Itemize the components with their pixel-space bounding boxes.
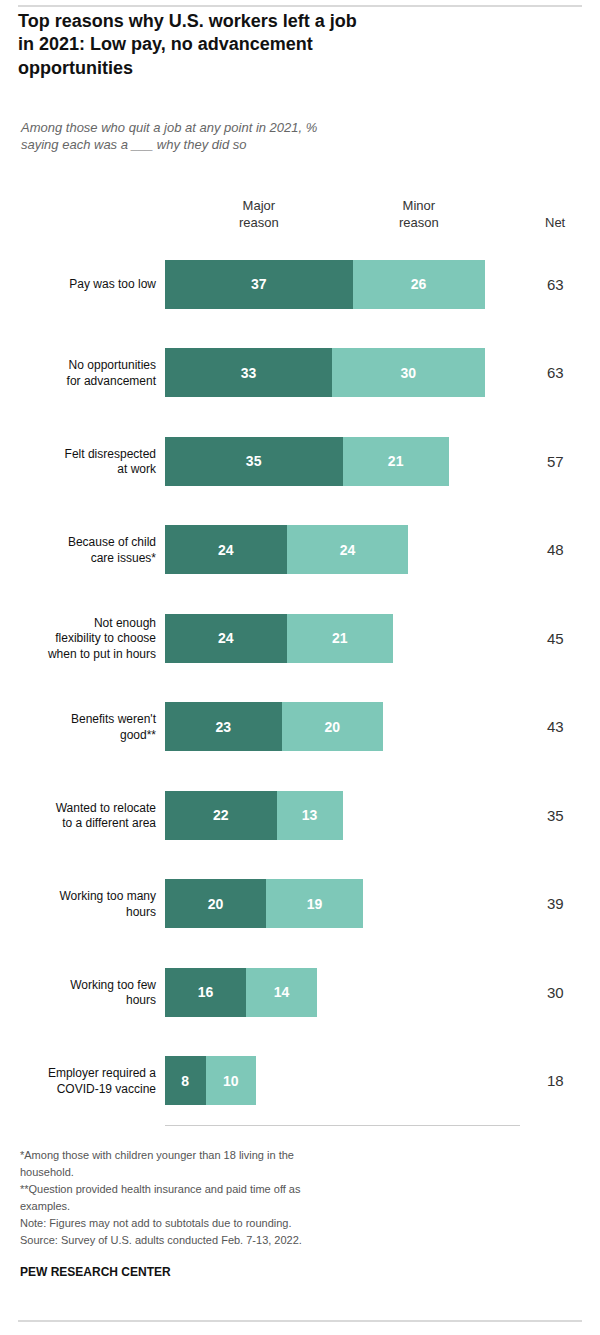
svg-text:24: 24 <box>218 630 234 646</box>
svg-text:Benefits weren'tgood**: Benefits weren'tgood** <box>71 712 157 742</box>
svg-text:22: 22 <box>213 807 229 823</box>
svg-text:35: 35 <box>547 807 564 824</box>
svg-text:21: 21 <box>332 630 348 646</box>
svg-text:Working too manyhours: Working too manyhours <box>60 889 157 919</box>
svg-text:Wanted to relocateto a differe: Wanted to relocateto a different area <box>56 801 157 831</box>
svg-text:13: 13 <box>302 807 318 823</box>
svg-text:20: 20 <box>208 896 224 912</box>
svg-text:57: 57 <box>547 453 564 470</box>
svg-text:PEW RESEARCH CENTER: PEW RESEARCH CENTER <box>20 1265 171 1279</box>
svg-text:**Question provided health ins: **Question provided health insurance and… <box>20 1183 301 1195</box>
svg-text:*Among those with children you: *Among those with children younger than … <box>20 1149 294 1161</box>
svg-text:33: 33 <box>241 365 257 381</box>
svg-text:18: 18 <box>547 1072 564 1089</box>
svg-text:24: 24 <box>218 542 234 558</box>
svg-text:35: 35 <box>246 453 262 469</box>
svg-text:30: 30 <box>401 365 417 381</box>
svg-text:Felt disrespectedat work: Felt disrespectedat work <box>65 447 157 477</box>
svg-text:20: 20 <box>324 719 340 735</box>
svg-text:Minorreason: Minorreason <box>399 198 439 230</box>
svg-text:63: 63 <box>547 276 564 293</box>
svg-text:24: 24 <box>340 542 356 558</box>
svg-text:Employer required aCOVID-19 va: Employer required aCOVID-19 vaccine <box>48 1066 156 1096</box>
svg-text:No opportunitiesfor advancemen: No opportunitiesfor advancement <box>67 358 157 388</box>
svg-text:37: 37 <box>251 276 267 292</box>
svg-text:39: 39 <box>547 895 564 912</box>
svg-text:Net: Net <box>545 215 566 230</box>
svg-text:10: 10 <box>223 1073 239 1089</box>
svg-text:examples.: examples. <box>20 1200 70 1212</box>
svg-text:14: 14 <box>274 984 290 1000</box>
svg-text:19: 19 <box>307 896 323 912</box>
svg-text:30: 30 <box>547 984 564 1001</box>
svg-text:48: 48 <box>547 541 564 558</box>
svg-text:Majorreason: Majorreason <box>239 198 279 230</box>
svg-text:8: 8 <box>181 1073 189 1089</box>
svg-text:Because of childcare issues*: Because of childcare issues* <box>68 535 156 565</box>
svg-text:45: 45 <box>547 630 564 647</box>
svg-text:26: 26 <box>411 276 427 292</box>
svg-text:Among those who quit a job at: Among those who quit a job at any point … <box>20 120 317 152</box>
svg-text:21: 21 <box>388 453 404 469</box>
svg-text:16: 16 <box>198 984 214 1000</box>
svg-text:43: 43 <box>547 718 564 735</box>
svg-text:Working too fewhours: Working too fewhours <box>70 978 156 1008</box>
svg-text:Top reasons why U.S. workers l: Top reasons why U.S. workers left a jobi… <box>18 11 357 78</box>
svg-text:Pay was too low: Pay was too low <box>69 277 156 291</box>
svg-text:23: 23 <box>215 719 231 735</box>
svg-text:Note: Figures may not add to s: Note: Figures may not add to subtotals d… <box>20 1217 292 1229</box>
svg-text:Source: Survey of U.S. adults: Source: Survey of U.S. adults conducted … <box>20 1234 302 1246</box>
svg-text:Not enoughflexibility to choos: Not enoughflexibility to choosewhen to p… <box>47 616 156 661</box>
svg-text:household.: household. <box>20 1166 74 1178</box>
svg-text:63: 63 <box>547 364 564 381</box>
